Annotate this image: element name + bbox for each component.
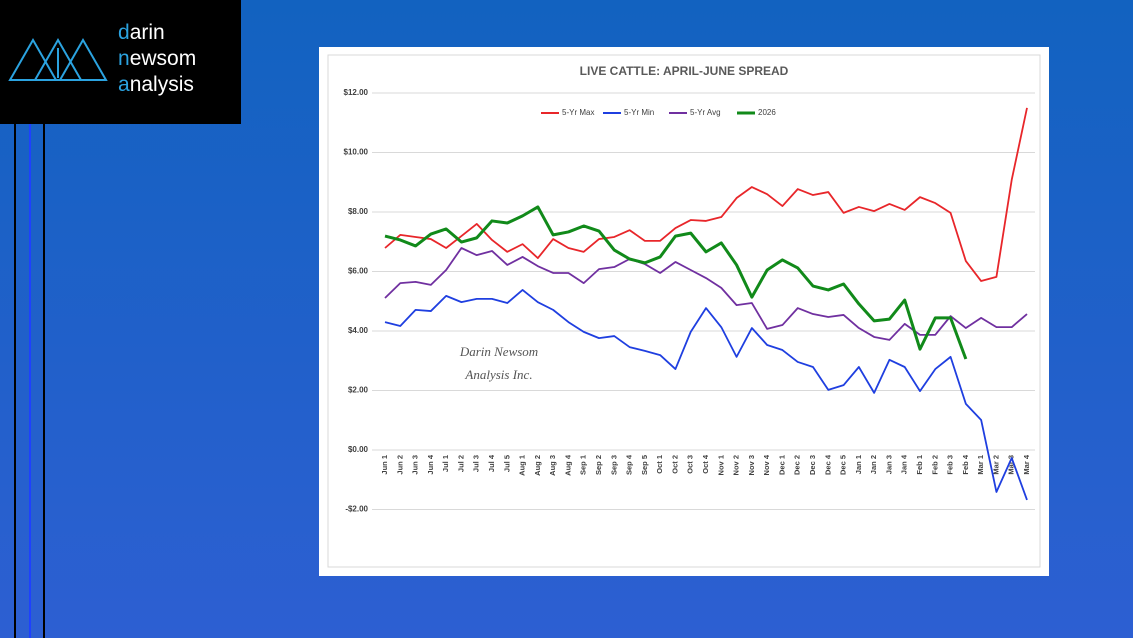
x-tick-label: Feb 1 [915,455,924,475]
x-tick-label: Aug 1 [518,455,527,476]
x-tick-label: Aug 3 [548,455,557,476]
x-tick-label: Dec 3 [808,455,817,475]
legend-label: 5-Yr Avg [690,108,721,117]
x-tick-label: Jun 2 [395,455,404,475]
x-tick-label: Jun 1 [380,455,389,475]
x-tick-label: Oct 4 [701,454,710,474]
y-tick-label: $0.00 [348,445,369,454]
x-tick-label: Jun 4 [426,454,435,474]
x-tick-label: Sep 4 [625,454,634,475]
x-tick-label: Jul 2 [456,455,465,472]
watermark: Darin Newsom [459,344,538,359]
x-tick-label: Sep 1 [579,455,588,475]
x-tick-label: Oct 1 [655,455,664,474]
x-tick-label: Feb 2 [930,455,939,475]
x-tick-label: Jan 3 [884,455,893,474]
series-line [384,205,968,360]
x-tick-label: Nov 2 [732,455,741,475]
x-tick-label: Nov 4 [762,454,771,475]
series-line [384,247,1028,341]
x-tick-label: Nov 1 [716,455,725,475]
x-tick-label: Sep 5 [640,455,649,475]
legend-label: 5-Yr Min [624,108,654,117]
x-tick-label: Jul 4 [487,454,496,472]
x-tick-label: Jul 5 [502,455,511,472]
logo-text: analysis [118,73,194,96]
y-tick-label: $10.00 [344,148,369,157]
x-tick-label: Aug 2 [533,455,542,476]
logo-text: newsom [118,47,196,70]
y-tick-label: $4.00 [348,326,369,335]
series-line [384,289,1028,501]
x-tick-label: Oct 3 [686,455,695,474]
y-tick-label: -$2.00 [345,505,368,514]
x-tick-label: Dec 1 [777,455,786,475]
y-tick-label: $2.00 [348,386,369,395]
watermark: Analysis Inc. [464,367,532,382]
chart-border [327,54,1041,568]
x-tick-label: Jun 3 [411,455,420,475]
x-tick-label: Mar 2 [991,455,1000,475]
y-tick-label: $6.00 [348,267,369,276]
x-tick-label: Aug 4 [563,454,572,476]
x-tick-label: Nov 3 [747,455,756,475]
x-tick-label: Sep 3 [609,455,618,475]
x-tick-label: Feb 3 [946,455,955,475]
chart-frame [319,47,1049,576]
x-tick-label: Mar 1 [976,455,985,475]
x-tick-label: Mar 4 [1022,454,1031,474]
chart-title: LIVE CATTLE: APRIL-JUNE SPREAD [580,64,789,78]
legend-label: 5-Yr Max [562,108,594,117]
x-tick-label: Dec 4 [823,454,832,475]
y-tick-label: $8.00 [348,207,369,216]
series-line [384,107,1028,282]
logo-text: darin [118,21,165,44]
x-tick-label: Oct 2 [670,455,679,474]
x-tick-label: Jan 4 [900,454,909,474]
x-tick-label: Sep 2 [594,455,603,475]
y-tick-label: $12.00 [344,88,369,97]
x-tick-label: Dec 5 [839,455,848,475]
x-tick-label: Dec 2 [793,455,802,475]
x-tick-label: Jan 1 [854,455,863,474]
logo-box [0,0,241,124]
x-tick-label: Jan 2 [869,455,878,474]
logo-mark [8,37,108,81]
x-tick-label: Jul 1 [441,455,450,472]
x-tick-label: Feb 4 [961,454,970,474]
legend-label: 2026 [758,108,776,117]
x-tick-label: Mar 3 [1007,455,1016,475]
x-tick-label: Jul 3 [472,455,481,472]
